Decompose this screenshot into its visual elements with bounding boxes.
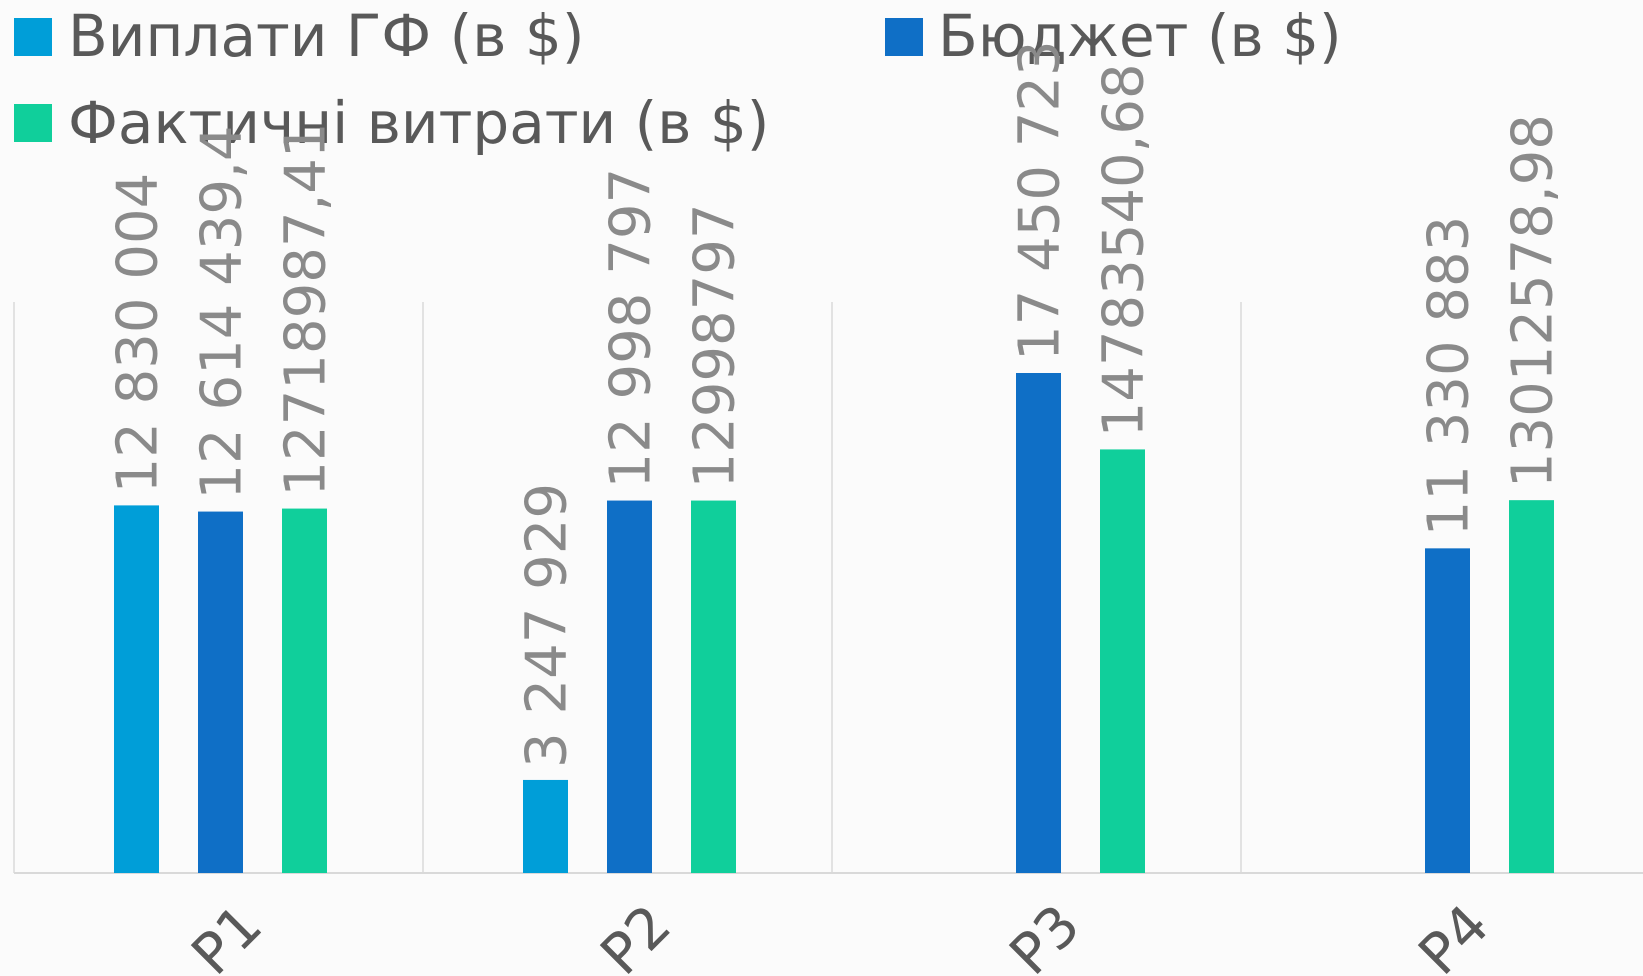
bar	[1509, 500, 1554, 873]
legend-label: Бюджет (в $)	[938, 2, 1342, 70]
data-label: 12998797	[683, 204, 748, 489]
data-label: 17 450 723	[1008, 40, 1073, 361]
bar	[691, 500, 736, 873]
bar	[1016, 373, 1061, 873]
data-label: 12 830 004	[106, 173, 171, 494]
data-label: 14783540,68	[1092, 63, 1157, 437]
chart-legend: Виплати ГФ (в $) Бюджет (в $) Фактичні вит…	[14, 2, 1342, 157]
legend-label: Фактичні витрати (в $)	[68, 89, 769, 157]
chart-gridlines	[13, 302, 1643, 874]
bar	[1100, 449, 1145, 873]
bar	[114, 505, 159, 873]
chart-data-labels: 12 830 004 12 614 439,4 12718987,41 3 247 9…	[106, 40, 1566, 768]
legend-swatch	[885, 18, 923, 56]
data-label: 13012578,98	[1501, 114, 1566, 488]
legend-swatch	[14, 18, 52, 56]
data-label: 12 998 797	[599, 168, 664, 489]
legend-swatch	[14, 104, 52, 142]
bar	[523, 779, 568, 873]
data-label: 12 614 439,4	[190, 126, 255, 500]
bar	[282, 508, 327, 873]
x-tick-label: P2	[589, 893, 684, 976]
chart-bars	[114, 373, 1554, 873]
chart-x-axis: P1 P2 P3 P4	[180, 893, 1502, 976]
x-tick-label: P3	[998, 893, 1093, 976]
bar	[1425, 548, 1470, 873]
bar	[198, 511, 243, 873]
x-tick-label: P4	[1407, 893, 1502, 976]
bar	[607, 500, 652, 873]
data-label: 3 247 929	[515, 483, 580, 768]
data-label: 12718987,41	[274, 122, 339, 496]
data-label: 11 330 883	[1417, 216, 1482, 537]
x-tick-label: P1	[180, 893, 275, 976]
legend-label: Виплати ГФ (в $)	[68, 2, 584, 70]
